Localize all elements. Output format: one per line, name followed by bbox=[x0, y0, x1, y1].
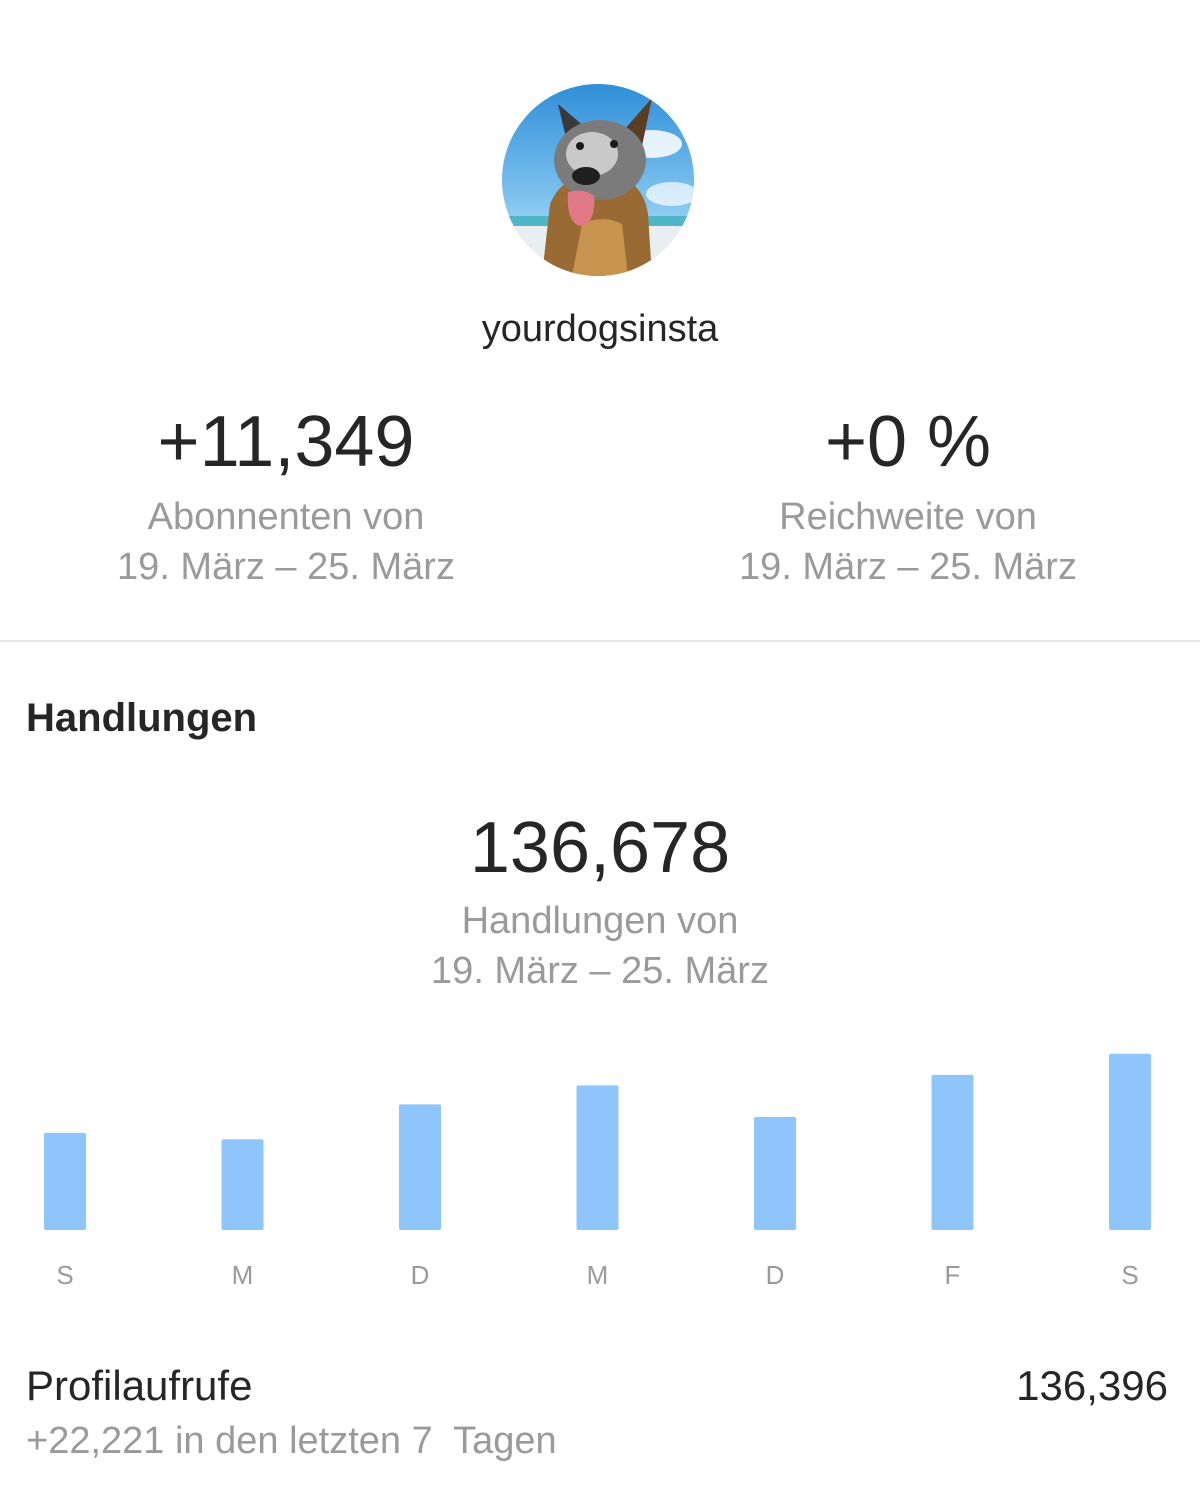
chart-day-label-5: F bbox=[945, 1260, 961, 1290]
reach-date-range: 19. März – 25. März bbox=[739, 546, 1077, 588]
chart-bar-3[interactable] bbox=[576, 1085, 619, 1230]
actions-total: 136,678 Handlungen von 19. März – 25. Mä… bbox=[0, 806, 1200, 996]
followers-label: Abonnenten von bbox=[147, 496, 425, 538]
chart-bar-1[interactable] bbox=[221, 1139, 264, 1230]
profile-views-change: +22,221 in den letzten 7 Tagen bbox=[26, 1420, 557, 1462]
reach-stat: +0 % Reichweite von 19. März – 25. März bbox=[628, 400, 1188, 592]
actions-section-title: Handlungen bbox=[26, 696, 258, 740]
username: yourdogsinsta bbox=[481, 308, 719, 350]
chart-day-label-6: S bbox=[1121, 1260, 1138, 1290]
followers-date-range: 19. März – 25. März bbox=[117, 546, 455, 588]
chart-bar-6[interactable] bbox=[1109, 1053, 1151, 1230]
chart-day-label-2: D bbox=[411, 1260, 430, 1290]
chart-bar-5[interactable] bbox=[931, 1074, 974, 1230]
actions-total-label: Handlungen von bbox=[461, 900, 739, 942]
chart-bar-2[interactable] bbox=[399, 1104, 441, 1230]
chart-bar-4[interactable] bbox=[754, 1117, 796, 1230]
profile-views-label: Profilaufrufe bbox=[26, 1362, 253, 1409]
dog-profile-photo bbox=[502, 84, 694, 276]
followers-stat: +11,349 Abonnenten von 19. März – 25. Mä… bbox=[6, 400, 566, 592]
section-divider bbox=[0, 640, 1200, 642]
chart-day-label-3: M bbox=[587, 1260, 609, 1290]
actions-total-value: 136,678 bbox=[469, 808, 731, 888]
chart-day-label-0: S bbox=[56, 1260, 73, 1290]
chart-day-label-4: D bbox=[766, 1260, 785, 1290]
followers-value: +11,349 bbox=[157, 402, 415, 482]
actions-date-range: 19. März – 25. März bbox=[431, 950, 769, 992]
profile-views-value: 136,396 bbox=[1016, 1362, 1168, 1409]
reach-label: Reichweite von bbox=[779, 496, 1037, 538]
chart-bar-0[interactable] bbox=[44, 1132, 86, 1230]
reach-value: +0 % bbox=[824, 402, 992, 482]
profile-avatar[interactable] bbox=[502, 84, 694, 276]
chart-day-label-1: M bbox=[232, 1260, 254, 1290]
